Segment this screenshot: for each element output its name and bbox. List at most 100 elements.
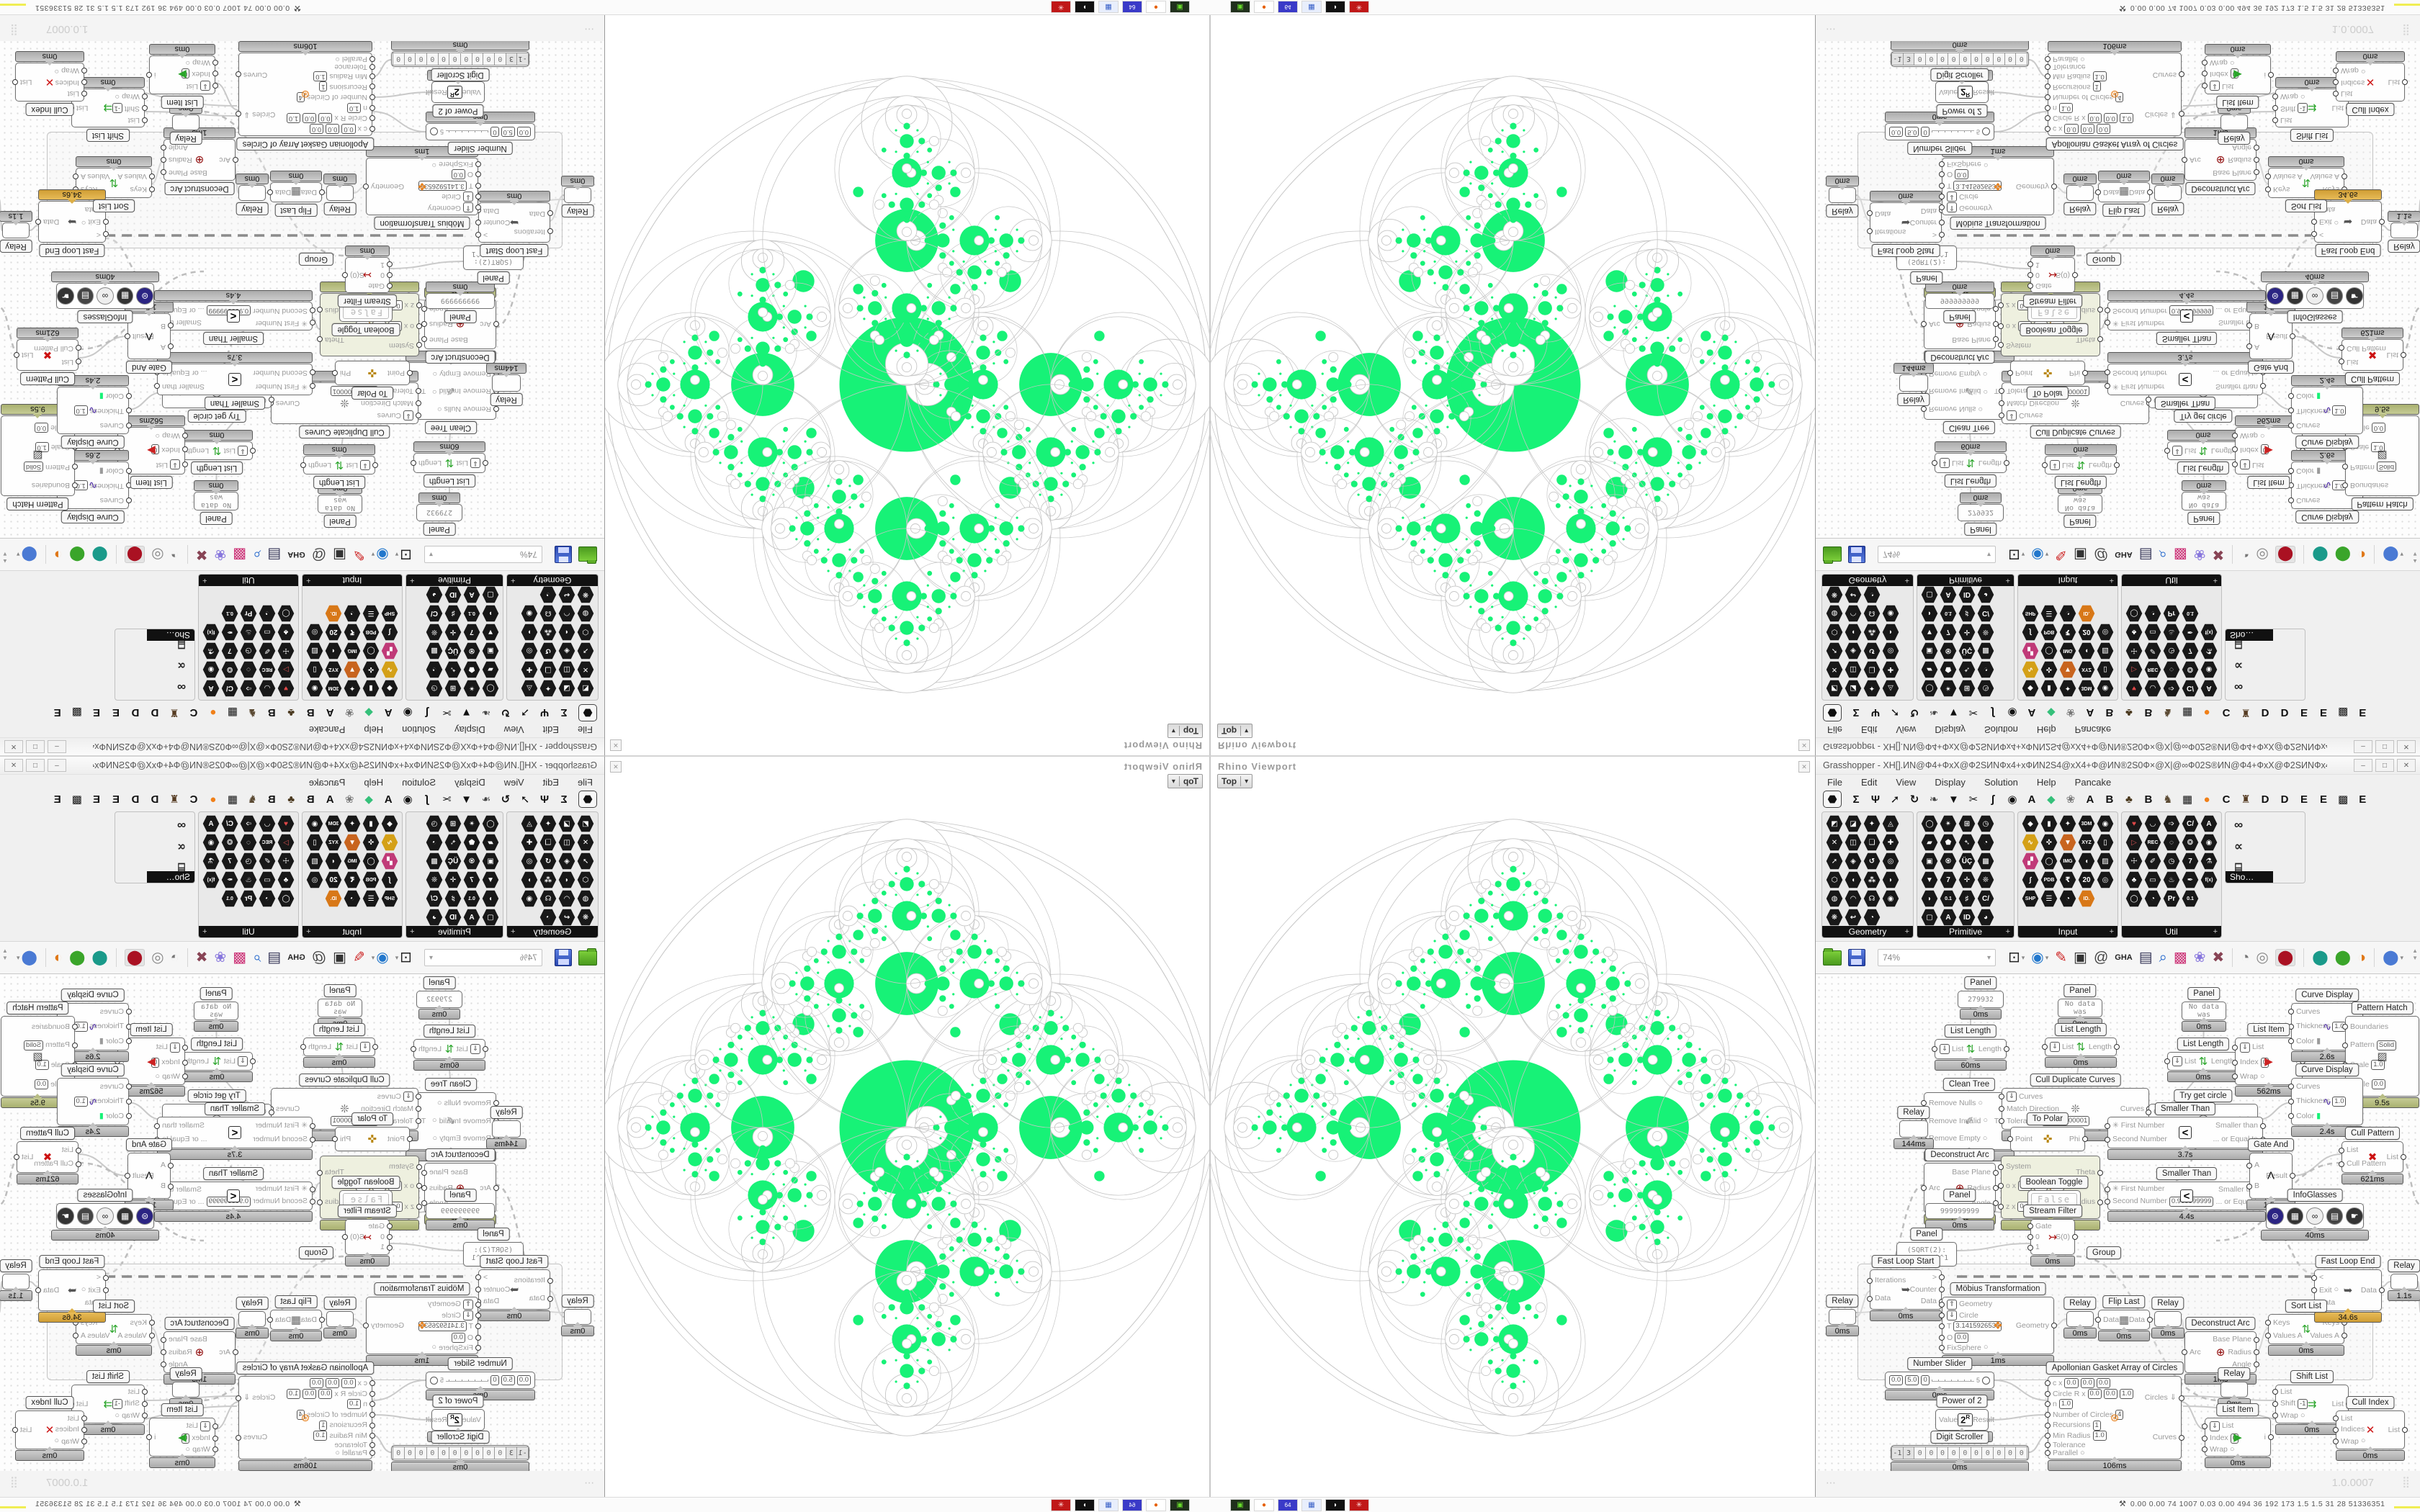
tab-4[interactable]: ↻ xyxy=(1909,793,1919,806)
taskbar-app-icon-3[interactable]: ▦ xyxy=(1301,1,1322,13)
component-icon[interactable]: ◡ xyxy=(259,680,276,697)
component-icon[interactable]: ✒ xyxy=(2182,871,2199,888)
component-icon[interactable]: C/ xyxy=(221,815,238,832)
component-icon[interactable]: ☰ xyxy=(362,890,380,907)
tab-7[interactable]: ✂ xyxy=(1968,706,1978,719)
component-icon[interactable]: ✦ xyxy=(344,680,361,697)
component-icon[interactable]: ◔ xyxy=(2059,605,2076,622)
list-item-2[interactable]: ⇓ List Index 0 Wrap ○ i ▶ xyxy=(146,55,218,94)
cull-index[interactable]: List Indices Wrap ○ List ✕ xyxy=(12,1410,87,1449)
component-icon[interactable]: ⬟ xyxy=(463,661,480,678)
component-icon[interactable]: ∝ xyxy=(2233,840,2244,853)
tab-25[interactable]: E xyxy=(92,793,100,806)
taskbar-app-icon-2[interactable]: 64 xyxy=(1278,1,1298,13)
component-icon[interactable]: ♼ xyxy=(1940,642,1957,660)
tab-7[interactable]: ✂ xyxy=(1968,793,1978,806)
component-icon[interactable]: ✦ xyxy=(2059,680,2076,697)
toolbar-icon-1[interactable]: ◉ ▾ xyxy=(371,950,389,966)
toolbar-icon-1[interactable]: ◉ ▾ xyxy=(371,546,389,562)
palette-name[interactable]: Geometry + xyxy=(1822,926,1913,937)
tab-10[interactable]: A xyxy=(2027,706,2036,719)
menu-solution[interactable]: Solution xyxy=(402,776,436,788)
tab-10[interactable]: A xyxy=(384,706,393,719)
tab-20[interactable]: C xyxy=(2222,793,2231,806)
component-icon[interactable]: ⁂ xyxy=(539,871,557,888)
toolbar-icon-14[interactable]: ⬤ xyxy=(2275,949,2296,966)
flip-last[interactable]: Data Data ▦ xyxy=(2095,182,2153,202)
component-icon[interactable]: ❏ xyxy=(1863,834,1881,851)
toolbar-icon-20[interactable]: ⬤ ▾ xyxy=(2383,546,2403,562)
component-icon[interactable]: ❊ xyxy=(426,871,443,888)
component-icon[interactable]: ▼ xyxy=(1921,871,1938,888)
menu-display[interactable]: Display xyxy=(454,724,485,736)
component-icon[interactable]: ◉ xyxy=(1882,605,1899,622)
component-icon[interactable]: ⬟ xyxy=(1940,661,1957,678)
palette-name[interactable]: Primitive + xyxy=(1917,926,2014,937)
component-icon[interactable]: 7 xyxy=(463,624,480,641)
apollonian-gasket[interactable]: c x 0.0 0.0 0.0 Circle R x 0.0 0.0 1.0 n 1.0 Numbe… xyxy=(236,53,375,136)
toolbar-icon-3[interactable]: ▣ xyxy=(2074,950,2087,966)
menu-display[interactable]: Display xyxy=(1935,776,1966,788)
menu-file[interactable]: File xyxy=(1827,776,1842,788)
toolbar-scroll-arrows[interactable]: ▲ ▼ xyxy=(2412,551,2418,564)
component-icon[interactable]: ∿ xyxy=(2022,661,2039,678)
component-icon[interactable]: 0.1 xyxy=(2182,890,2199,907)
taskbar-app-icon-5[interactable]: ✳ xyxy=(1051,1499,1071,1511)
toolbar-icon-2[interactable]: ✎ xyxy=(2055,546,2068,562)
infoglasses[interactable]: ⊜ ▦ ∞ ▤ ☛ xyxy=(56,283,154,309)
toolbar-icon-17[interactable]: ⬤ xyxy=(2334,546,2351,562)
toolbar-icon-2[interactable]: ✎ xyxy=(352,950,365,966)
taskbar-app-icon-5[interactable]: ✳ xyxy=(1051,1,1071,13)
component-icon[interactable]: ▷ xyxy=(2125,834,2143,851)
viewport-top-tab[interactable]: Top ▾ xyxy=(1167,724,1203,738)
component-icon[interactable]: A xyxy=(202,815,220,832)
component-icon[interactable]: ♯ xyxy=(1958,605,1976,622)
toolbar-icon-2[interactable]: ✎ xyxy=(2055,950,2068,966)
toolbar-icon-7[interactable]: ⌕ xyxy=(2159,546,2167,562)
rhino-viewport[interactable]: Rhino Viewport Top ▾ ✕ xyxy=(1210,14,1816,756)
tab-24[interactable]: E xyxy=(112,706,120,719)
smaller-than-1[interactable]: ✳ First Number Second Number Smaller than.… xyxy=(154,1117,315,1148)
component-icon[interactable]: ◈ xyxy=(558,852,575,870)
component-icon[interactable]: ◔ xyxy=(259,605,276,622)
taskbar-app-icon-3[interactable]: ▦ xyxy=(1098,1,1119,13)
component-icon[interactable]: PDB xyxy=(2040,624,2058,641)
component-icon[interactable]: ▼ xyxy=(482,871,499,888)
cull-pattern[interactable]: List Cull Pattern List ✖ xyxy=(2339,1141,2406,1173)
toolbar-icon-5[interactable]: GHA xyxy=(2115,550,2133,559)
component-icon[interactable]: ♼ xyxy=(463,852,480,870)
tab-24[interactable]: E xyxy=(2300,793,2308,806)
component-icon[interactable]: REC xyxy=(2144,661,2161,678)
taskbar-app-icon-4[interactable]: ◗ xyxy=(1325,1499,1345,1511)
taskbar-app-icon-3[interactable]: ▦ xyxy=(1098,1499,1119,1511)
component-icon[interactable]: ➩ xyxy=(240,815,257,832)
tab-2[interactable]: Ψ xyxy=(1870,793,1881,806)
component-icon[interactable]: 3DM xyxy=(2078,815,2095,832)
component-icon[interactable]: 3DM xyxy=(325,815,342,832)
tab-15[interactable]: ♣ xyxy=(287,706,295,719)
menu-edit[interactable]: Edit xyxy=(542,724,560,736)
to-polar[interactable]: Point Phi ✜ xyxy=(332,1127,413,1151)
toolbar-icon-9[interactable]: ❀ xyxy=(2193,546,2206,562)
tab-17[interactable]: ♞ xyxy=(247,793,257,806)
palette-name[interactable]: Input + xyxy=(2018,926,2118,937)
toolbar-icon-8[interactable]: ▩ xyxy=(2173,546,2187,562)
resize-grip-icon[interactable]: ⣿ xyxy=(10,1476,18,1488)
component-icon[interactable]: ▞ xyxy=(2022,852,2039,870)
tab-26[interactable]: ▩ xyxy=(2338,706,2349,719)
toolbar-icon-20[interactable]: ⬤ ▾ xyxy=(17,950,37,966)
toolbar-icon-14[interactable]: ⬤ xyxy=(124,949,145,966)
component-icon[interactable]: ❋ xyxy=(577,586,594,603)
component-icon[interactable]: ➚ xyxy=(1826,852,1843,870)
toolbar-icon-6[interactable]: ▤ xyxy=(2138,950,2153,966)
component-icon[interactable]: ◫ xyxy=(1845,834,1862,851)
component-icon[interactable]: ◍ xyxy=(577,605,594,622)
toolbar-icon-3[interactable]: ▣ xyxy=(333,546,346,562)
component-icon[interactable]: ID. xyxy=(325,605,342,622)
toolbar-icon-8[interactable]: ▩ xyxy=(233,546,247,562)
tab-17[interactable]: ♞ xyxy=(247,706,257,719)
component-icon[interactable]: ❊ xyxy=(1977,871,1994,888)
component-icon[interactable]: ▼ xyxy=(344,834,361,851)
tab-14[interactable]: B xyxy=(2105,706,2114,719)
tab-16[interactable]: B xyxy=(2144,706,2153,719)
